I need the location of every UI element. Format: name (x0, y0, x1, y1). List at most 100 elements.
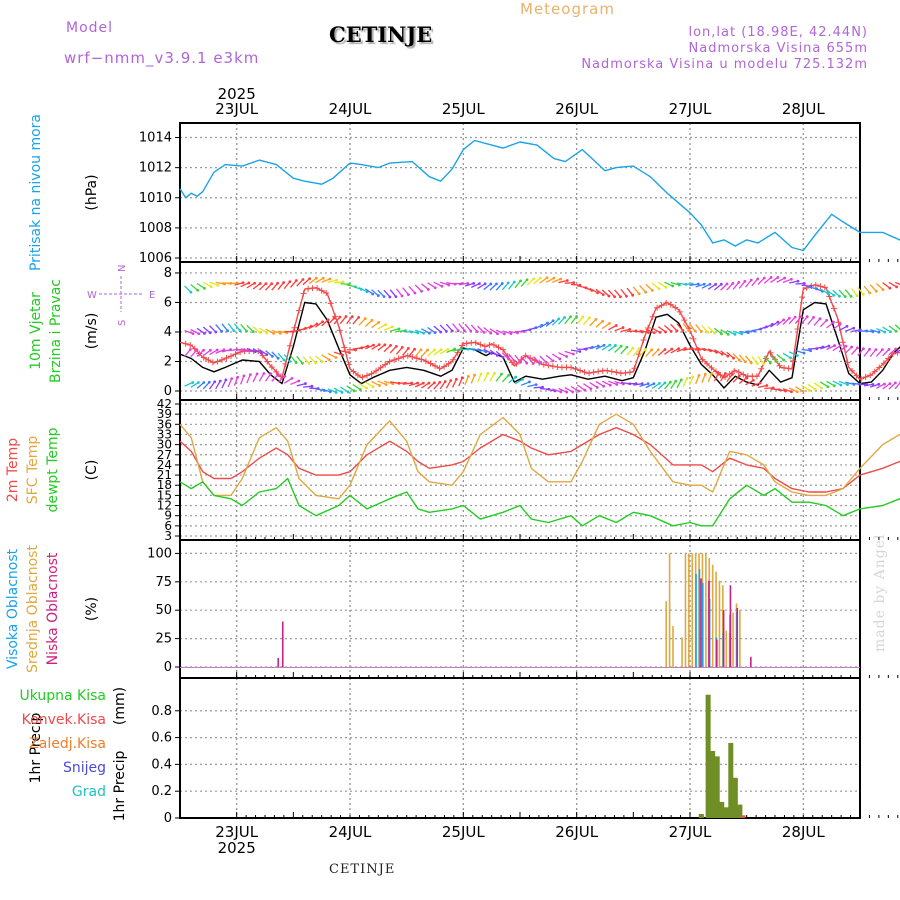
wind-arrow-head (765, 384, 769, 387)
gust-marker (880, 360, 887, 367)
ytick-label: 39 (157, 407, 172, 421)
wind-arrow-head (525, 278, 529, 282)
gust-marker (214, 358, 221, 365)
gust-marker (622, 369, 629, 376)
gust-marker (704, 360, 710, 367)
wind-arrow (726, 351, 734, 359)
wind-arrow-head (265, 353, 269, 357)
wind-arrow (770, 355, 778, 363)
wind-arrow-head (571, 352, 575, 356)
precip-legend-item: Snijeg (63, 760, 106, 776)
wind-arrow-head (887, 347, 891, 351)
wind-arrow (508, 376, 517, 384)
gust-marker (626, 369, 633, 376)
wind-arrow (495, 373, 503, 382)
wind-arrow (888, 382, 896, 390)
wind-arrow (894, 324, 900, 331)
ytick-label: 4 (164, 325, 172, 340)
wind-arrow (352, 316, 360, 325)
wind-arrow-head (255, 372, 259, 376)
wind-arrow-head (466, 281, 470, 285)
gust-marker (830, 305, 837, 312)
wind-arrow (352, 285, 362, 290)
wind-arrow-head (607, 294, 611, 298)
wind-arrow-head (868, 347, 871, 351)
wind-arrow-head (433, 286, 437, 290)
gust-marker (350, 368, 357, 375)
ytick-label: 1006 (139, 251, 172, 266)
y-axis-label: Brzina i Pravac (48, 279, 64, 383)
wind-arrow-head (730, 372, 734, 376)
wind-arrow-head (581, 315, 585, 319)
wind-arrow-head (650, 348, 654, 352)
wind-arrow-head (189, 290, 193, 294)
wind-arrow-head (321, 320, 324, 324)
wind-arrow-head (314, 361, 317, 365)
wind-arrow-head (307, 361, 311, 365)
wind-arrow-head (328, 277, 332, 281)
wind-arrow-head (196, 381, 200, 384)
wind-arrow (801, 316, 808, 325)
wind-arrow (701, 348, 711, 352)
wind-arrow-head (700, 330, 703, 333)
wind-arrow (489, 373, 496, 382)
wind-arrow (664, 348, 673, 355)
wind-arrow-head (519, 360, 522, 364)
wind-arrow-head (214, 330, 218, 334)
gust-marker (849, 367, 856, 374)
wind-arrow (389, 345, 397, 354)
wind-arrow-head (608, 321, 611, 325)
wind-arrow (670, 323, 678, 332)
wind-arrow (645, 349, 653, 358)
wind-arrow (233, 323, 241, 332)
panel-wind: 0 2 4 6 8 10m Vjetar Brzina i Pravac (m/s) W E N S (28, 261, 900, 401)
wind-arrow-head (601, 293, 605, 297)
wind-arrow (184, 285, 192, 293)
wind-arrow (657, 349, 666, 356)
wind-arrow-head (438, 380, 442, 384)
wind-arrow-head (826, 385, 830, 389)
wind-arrow (514, 378, 523, 385)
wind-arrow (745, 279, 752, 288)
gust-marker (708, 364, 715, 371)
wind-arrow (720, 373, 726, 382)
precip-legend-item: Konvek.Kisa (22, 712, 106, 728)
gust-marker (282, 360, 289, 367)
compass-cross (99, 276, 143, 312)
wind-arrow-head (552, 276, 556, 280)
wind-arrow (738, 280, 746, 289)
wind-arrow-head (801, 389, 805, 393)
wind-arrow (371, 380, 380, 387)
wind-arrow (664, 281, 673, 287)
gust-marker (300, 290, 307, 297)
wind-arrow-head (545, 276, 549, 280)
wind-arrow (551, 318, 560, 326)
bottom-day-label: 28JUL (782, 823, 825, 841)
gust-marker (577, 367, 584, 374)
wind-arrow (333, 351, 343, 356)
wind-arrow-head (769, 276, 773, 279)
wind-arrow (583, 346, 593, 350)
panel-frame (179, 677, 861, 819)
wind-arrow (732, 353, 740, 361)
wind-arrow (570, 385, 579, 392)
wind-arrow-head (613, 295, 617, 299)
wind-arrow-head (347, 351, 351, 354)
wind-arrow-head (615, 383, 619, 386)
wind-arrow-head (569, 315, 572, 319)
wind-arrow-head (377, 343, 381, 347)
wind-arrow-head (416, 381, 419, 385)
wind-arrow-head (832, 320, 835, 324)
wind-arrow-head (883, 382, 886, 386)
wind-arrow-head (737, 374, 741, 378)
wind-arrow-head (358, 388, 362, 391)
wind-arrow-head (213, 380, 217, 384)
wind-arrow (302, 278, 311, 286)
wind-arrow (228, 282, 238, 285)
series-speed (179, 301, 900, 389)
wind-arrow-head (625, 345, 629, 349)
ytick-label: 1012 (139, 161, 172, 176)
wind-arrow-head (271, 354, 274, 358)
wind-arrow-head (805, 315, 809, 319)
wind-arrow-head (768, 361, 772, 365)
